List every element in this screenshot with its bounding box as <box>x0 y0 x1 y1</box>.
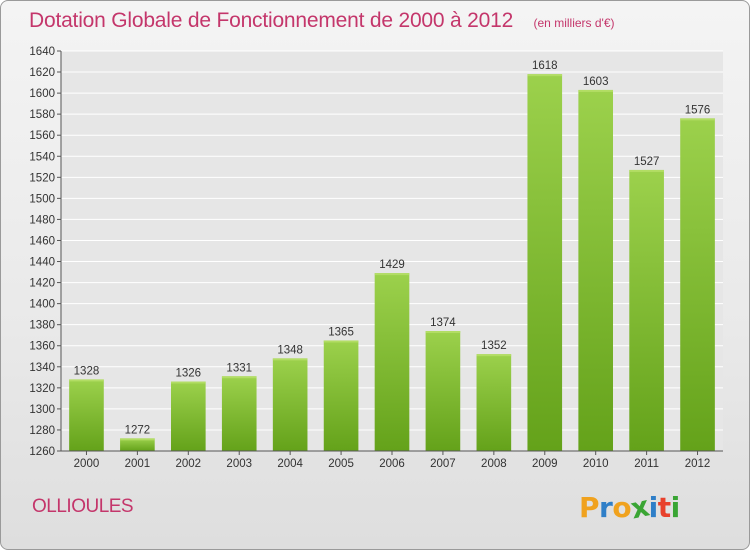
bar <box>425 331 461 451</box>
bar <box>69 379 104 451</box>
bar-highlight <box>680 118 715 121</box>
x-tick-label: 2007 <box>430 458 456 470</box>
bar-highlight <box>69 379 104 382</box>
y-tick-label: 1480 <box>29 214 55 226</box>
bar-highlight <box>374 273 410 276</box>
y-tick-label: 1380 <box>29 320 55 332</box>
bar-highlight <box>527 74 563 77</box>
y-tick-label: 1600 <box>29 88 55 100</box>
bar-value-label: 1348 <box>277 344 303 356</box>
bar <box>629 169 664 451</box>
commune-name: OLLIOULES <box>32 496 134 517</box>
x-tick-label: 2004 <box>277 458 303 470</box>
bar <box>272 358 308 451</box>
bar <box>476 354 512 451</box>
x-tick-label: 2009 <box>532 458 558 470</box>
bar-value-label: 1527 <box>634 156 660 168</box>
bar-value-label: 1374 <box>430 317 456 329</box>
x-tick-label: 2006 <box>379 458 405 470</box>
y-tick-label: 1280 <box>29 425 55 437</box>
bar-highlight <box>120 438 155 441</box>
bar-highlight <box>476 354 512 357</box>
bar-value-label: 1603 <box>583 76 609 88</box>
chart-subtitle: (en milliers d'€) <box>533 16 615 30</box>
y-tick-label: 1540 <box>29 151 55 163</box>
logo-letter: t <box>657 491 671 524</box>
y-tick-label: 1360 <box>29 341 55 353</box>
x-tick-label: 2010 <box>583 458 609 470</box>
y-tick-label: 1500 <box>29 193 55 205</box>
title-row: Dotation Globale de Fonctionnement de 20… <box>29 9 615 33</box>
y-tick-label: 1580 <box>29 109 55 121</box>
bar <box>120 438 155 451</box>
bar <box>578 89 614 452</box>
x-tick-label: 2003 <box>226 458 252 470</box>
bar-value-label: 1326 <box>176 368 202 380</box>
bar <box>221 376 257 451</box>
x-tick-label: 2012 <box>685 458 711 470</box>
y-tick-label: 1260 <box>29 446 55 458</box>
logo-letter: o <box>612 491 632 524</box>
proxiti-logo: Proxiti <box>579 490 681 526</box>
bar-value-label: 1331 <box>226 362 252 374</box>
bar-value-label: 1429 <box>379 259 405 271</box>
bar-value-label: 1618 <box>532 60 558 72</box>
bar <box>170 381 206 451</box>
chart-title: Dotation Globale de Fonctionnement de 20… <box>29 9 514 32</box>
y-tick-label: 1320 <box>29 383 55 395</box>
x-tick-label: 2008 <box>481 458 507 470</box>
bar-value-label: 1328 <box>74 365 100 377</box>
bar-highlight <box>425 331 461 333</box>
x-tick-label: 2000 <box>74 458 100 470</box>
y-tick-label: 1640 <box>29 46 55 58</box>
bar-value-label: 1352 <box>481 340 507 352</box>
y-tick-label: 1420 <box>29 278 55 290</box>
bar-highlight <box>323 340 359 343</box>
x-tick-label: 2001 <box>125 458 151 470</box>
x-tick-label: 2011 <box>634 458 659 470</box>
x-tick-label: 2005 <box>328 458 354 470</box>
y-tick-label: 1400 <box>29 299 55 311</box>
bar-highlight <box>221 376 257 379</box>
logo-letter: i <box>648 491 659 524</box>
y-tick-label: 1460 <box>29 235 55 247</box>
bar-value-label: 1576 <box>685 104 711 116</box>
axis-layer: 1260 1280 1300 1320 1340 1360 1380 1400 1420 1440… <box>29 46 723 470</box>
y-tick-label: 1440 <box>29 257 55 269</box>
bar-highlight <box>578 89 614 92</box>
bar <box>527 74 563 451</box>
bar <box>323 340 359 451</box>
bar-value-label: 1365 <box>328 326 354 338</box>
y-tick-label: 1520 <box>29 172 55 184</box>
bar-value-label: 1272 <box>125 424 151 436</box>
x-tick-label: 2002 <box>176 458 202 470</box>
logo-letter: r <box>599 491 613 524</box>
bar-highlight <box>170 381 206 384</box>
y-tick-label: 1340 <box>29 362 55 374</box>
bar-highlight <box>629 169 664 172</box>
logo-letter: i <box>670 491 681 524</box>
y-tick-label: 1560 <box>29 130 55 142</box>
logo-letter: P <box>579 491 600 524</box>
bar <box>374 273 410 451</box>
y-tick-label: 1620 <box>29 67 55 79</box>
bar-highlight <box>272 358 308 361</box>
y-tick-label: 1300 <box>29 404 55 416</box>
bar-layer <box>69 74 715 452</box>
bar <box>680 118 715 452</box>
